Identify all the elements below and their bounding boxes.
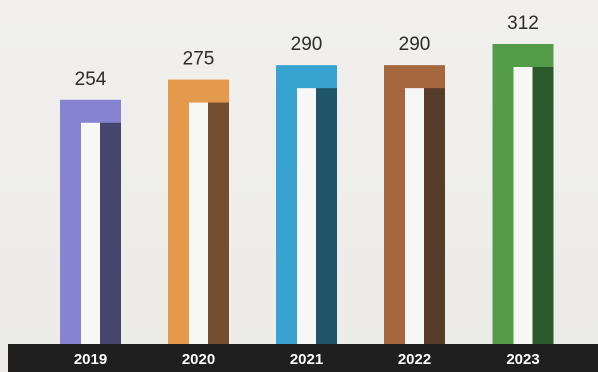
bar-inner-gap-2019 [81, 122, 100, 345]
tick-label-2021: 2021 [290, 351, 323, 368]
x-axis-tick-labels: 2019 2020 2021 2022 2023 [74, 351, 540, 368]
value-label-2021: 290 [291, 34, 323, 55]
x-axis-strip [8, 344, 598, 372]
value-label-2023: 312 [507, 13, 539, 34]
bar-shade-2020 [208, 102, 229, 344]
tick-label-2020: 2020 [182, 351, 215, 368]
value-labels: 254 275 290 290 312 [75, 13, 539, 90]
bar-inner-gap-2020 [189, 102, 208, 344]
value-label-2022: 290 [399, 34, 431, 55]
bar-inner-gap-2023 [513, 67, 533, 344]
tick-label-2023: 2023 [506, 351, 539, 368]
bar-shade-2023 [532, 67, 554, 344]
bar-inner-gap-2021 [297, 88, 316, 345]
bar-shade-2021 [316, 88, 337, 345]
tick-label-2022: 2022 [398, 351, 431, 368]
bar-shade-2022 [424, 88, 445, 345]
bar-inner-gap-2022 [405, 88, 424, 345]
tick-label-2019: 2019 [74, 351, 107, 368]
value-label-2019: 254 [75, 69, 107, 90]
bar-shade-2019 [100, 122, 121, 345]
value-label-2020: 275 [183, 49, 215, 70]
bars-layer [60, 44, 554, 345]
